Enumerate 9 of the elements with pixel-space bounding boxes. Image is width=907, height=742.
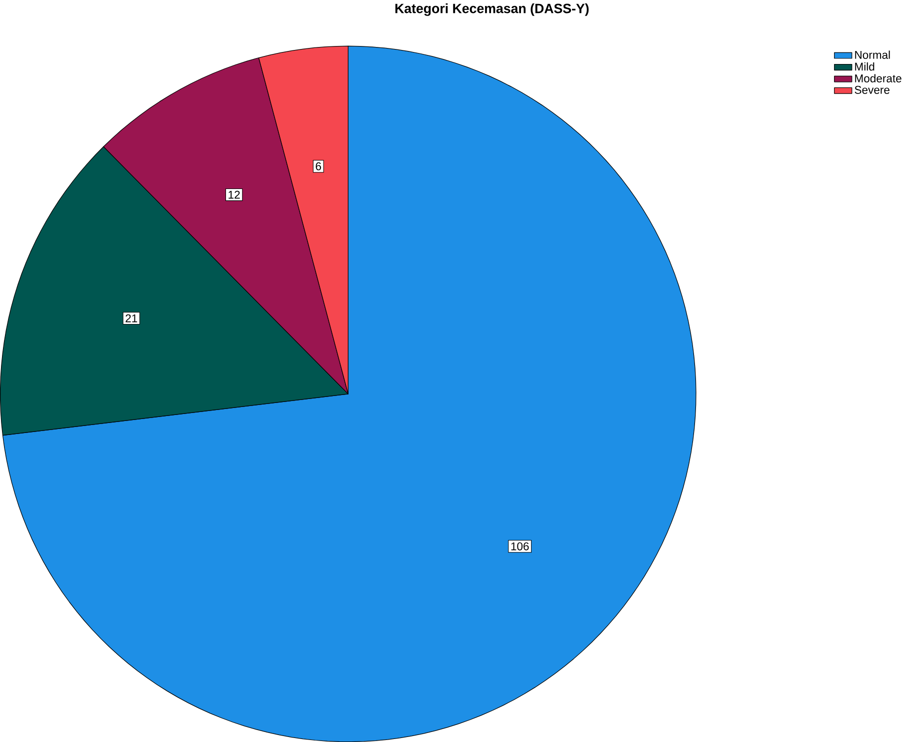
data-label: 106 <box>511 542 529 550</box>
data-label: 12 <box>228 190 240 199</box>
legend-label: Mild <box>855 62 874 71</box>
data-label: 21 <box>126 314 138 322</box>
legend-label: Moderate <box>855 74 902 82</box>
legend-label: Normal <box>855 50 890 59</box>
chart-title: Kategori Kecemasan (DASS-Y) <box>395 3 589 16</box>
legend-label: Severe <box>854 86 890 94</box>
data-label: 6 <box>316 162 322 170</box>
